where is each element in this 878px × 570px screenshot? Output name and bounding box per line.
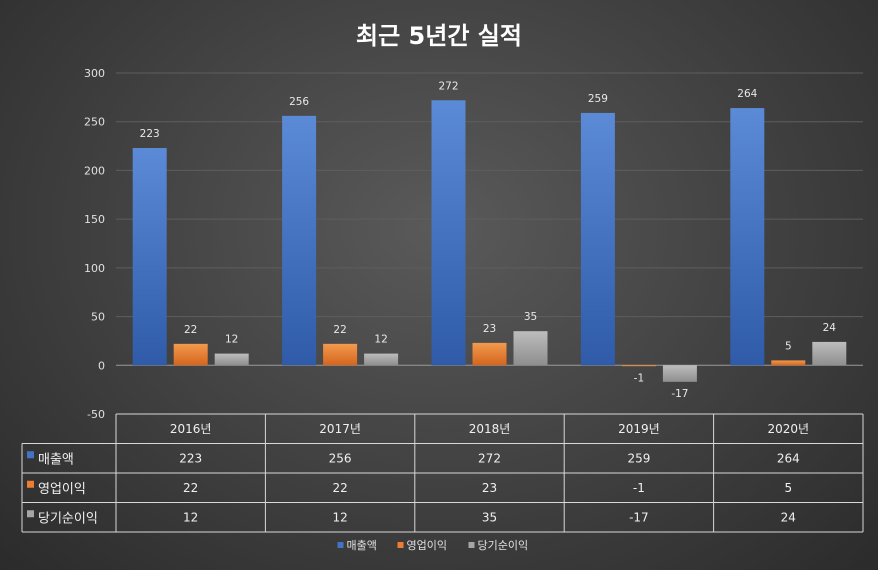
- y-tick-label: 200: [84, 164, 105, 177]
- bar: [662, 365, 697, 382]
- bar: [730, 108, 765, 366]
- bar: [771, 360, 806, 366]
- bar: [173, 343, 208, 366]
- table-cell: 223: [179, 451, 202, 465]
- data-label: -17: [671, 388, 688, 400]
- category-label: 2017년: [319, 422, 361, 436]
- data-label: 272: [438, 80, 458, 92]
- y-tick-label: 100: [84, 262, 105, 275]
- category-label: 2020년: [768, 422, 810, 436]
- data-label: 35: [524, 311, 537, 323]
- table-cell: 272: [478, 451, 501, 465]
- data-label: 223: [140, 128, 160, 140]
- bar: [364, 353, 399, 366]
- bar: [812, 341, 847, 366]
- bar: [132, 148, 167, 366]
- legend-label: 영업이익: [407, 539, 447, 552]
- category-label: 2018년: [469, 422, 511, 436]
- table-legend-key: [27, 510, 34, 518]
- bar: [282, 115, 317, 366]
- table-cell: 24: [781, 510, 796, 524]
- data-label: -1: [634, 372, 644, 384]
- y-tick-label: 0: [98, 359, 105, 372]
- table-cell: 256: [329, 451, 352, 465]
- legend-key: [397, 542, 404, 548]
- data-label: 22: [184, 324, 197, 336]
- y-tick-label: 250: [84, 116, 105, 129]
- category-label: 2016년: [170, 422, 212, 436]
- bar: [580, 112, 615, 366]
- legend-key: [468, 542, 475, 548]
- data-label: 5: [785, 340, 792, 352]
- bar: [214, 353, 249, 366]
- data-label: 24: [823, 322, 837, 334]
- table-cell: -17: [629, 510, 649, 524]
- data-label: 264: [737, 88, 757, 100]
- table-cell: 22: [183, 481, 198, 495]
- y-tick-label: -50: [87, 408, 105, 421]
- legend-key: [337, 542, 344, 548]
- legend-label: 당기순이익: [478, 539, 529, 552]
- table-cell: 12: [332, 510, 347, 524]
- series-label: 영업이익: [38, 482, 86, 497]
- table-cell: 23: [482, 481, 497, 495]
- bar: [513, 331, 548, 366]
- table-cell: 22: [332, 481, 347, 495]
- bar: [621, 365, 656, 367]
- bar: [431, 100, 466, 366]
- y-tick-label: 50: [91, 311, 105, 324]
- series-label: 매출액: [38, 452, 74, 467]
- table-legend-key: [27, 451, 34, 459]
- bar: [323, 343, 358, 366]
- table-legend-key: [27, 480, 34, 488]
- table-cell: 12: [183, 510, 198, 524]
- table-cell: 35: [482, 510, 497, 524]
- data-label: 259: [588, 93, 608, 105]
- table-cell: 259: [627, 451, 650, 465]
- bar: [472, 342, 507, 366]
- data-label: 12: [225, 334, 238, 346]
- table-cell: 5: [784, 481, 792, 495]
- y-tick-label: 300: [84, 67, 105, 80]
- data-label: 256: [289, 96, 309, 108]
- data-label: 12: [374, 334, 387, 346]
- y-tick-label: 150: [84, 213, 105, 226]
- table-cell: 264: [777, 451, 800, 465]
- series-label: 당기순이익: [38, 511, 98, 526]
- category-label: 2019년: [618, 422, 660, 436]
- data-label: 22: [333, 324, 346, 336]
- data-label: 23: [483, 323, 496, 335]
- legend-label: 매출액: [347, 539, 377, 552]
- table-cell: -1: [633, 481, 645, 495]
- chart-title: 최근 5년간 실적: [356, 22, 522, 50]
